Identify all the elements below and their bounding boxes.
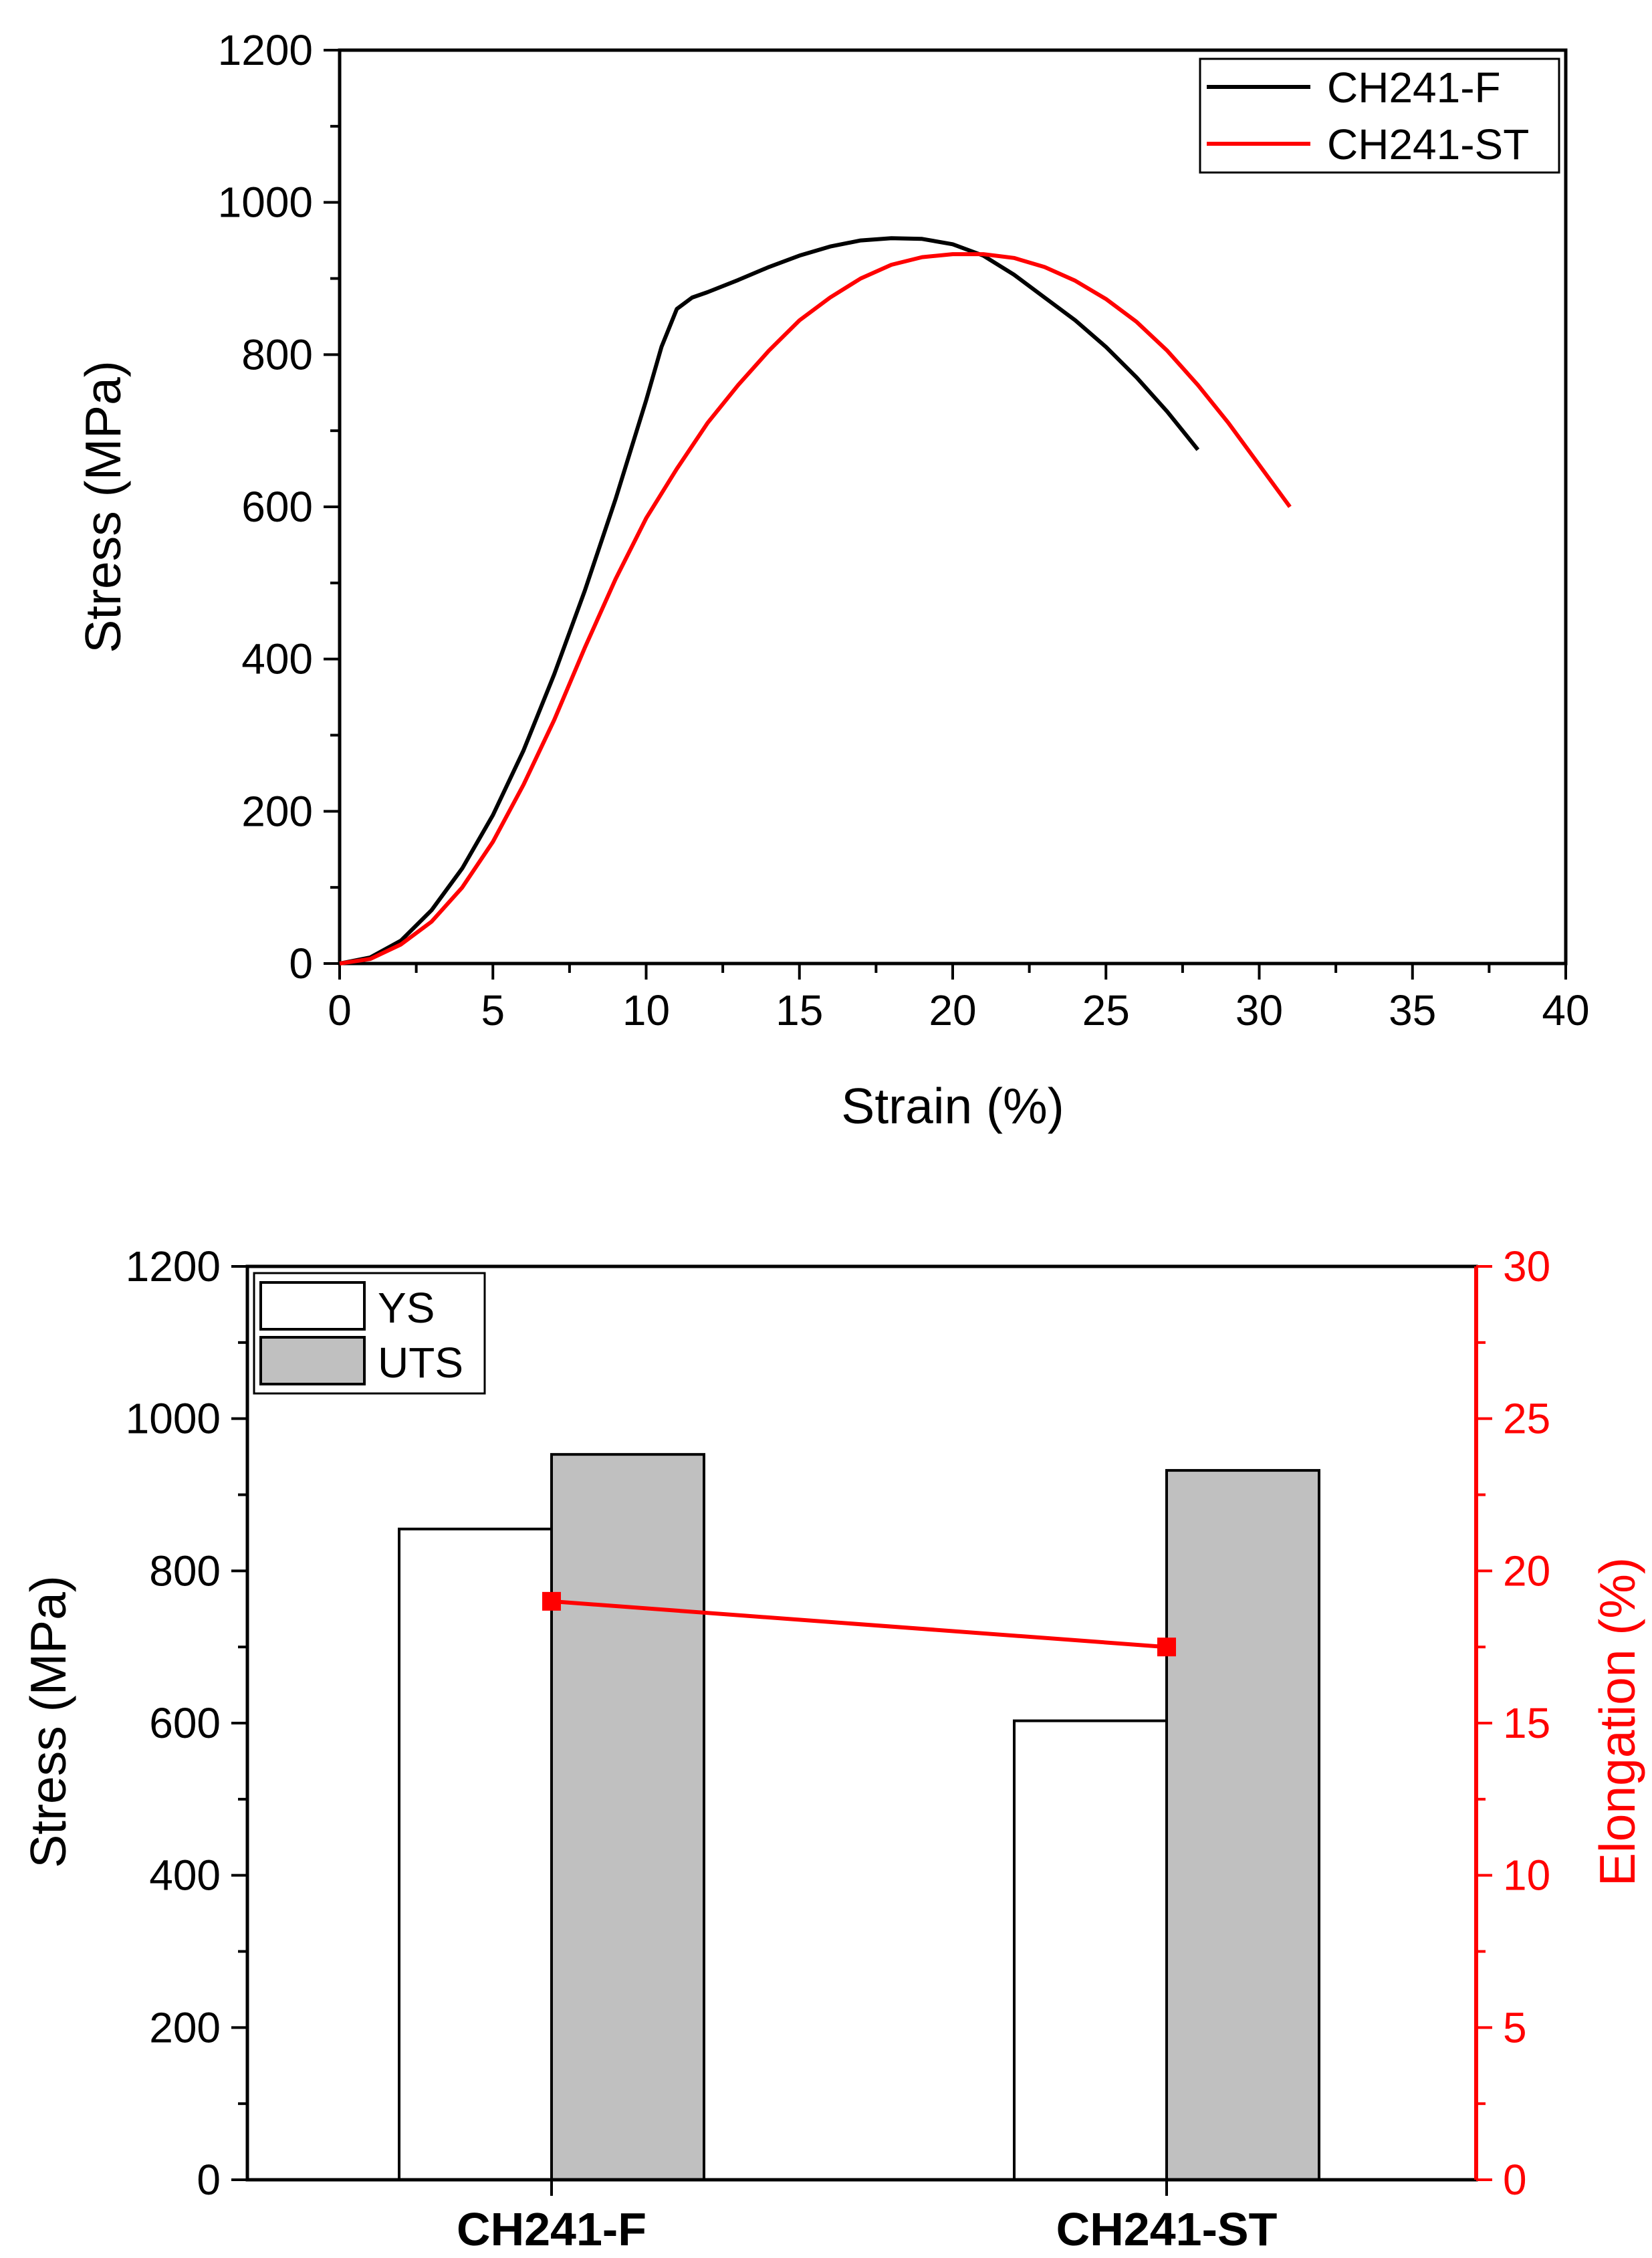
y2-axis-label: Elongation (%) [1589, 1557, 1645, 1886]
y-tick-label: 1200 [218, 26, 313, 74]
x-tick-label: 15 [776, 986, 823, 1034]
y-tick-label: 0 [197, 2156, 221, 2204]
x-tick-label: 5 [481, 986, 505, 1034]
legend-label-st: CH241-ST [1327, 120, 1529, 168]
axis-ticks: 0 200 400 600 800 1000 1200 0 5 10 15 20 25 30 CH241-F… [126, 1242, 1551, 2255]
y2-tick-label: 30 [1503, 1242, 1550, 1290]
y2-tick-label: 0 [1503, 2156, 1527, 2204]
elongation-series [542, 1591, 1176, 1657]
y-tick-label: 800 [149, 1547, 221, 1595]
elongation-marker [1157, 1638, 1176, 1657]
plot-frame [338, 48, 1568, 966]
y-tick-label: 600 [241, 483, 313, 531]
y2-tick-label: 20 [1503, 1547, 1550, 1595]
y-tick-label: 400 [241, 635, 313, 683]
y-tick-label: 0 [289, 939, 313, 988]
x-tick-label: 10 [622, 986, 670, 1034]
strength-bar-chart: 0 200 400 600 800 1000 1200 0 5 10 15 20 25 30 CH241-F… [20, 1242, 1645, 2255]
category-label: CH241-F [457, 2203, 646, 2255]
x-tick-label: 35 [1389, 986, 1436, 1034]
y-tick-label: 200 [149, 2003, 221, 2051]
y2-tick-label: 10 [1503, 1851, 1550, 1900]
x-tick-label: 0 [328, 986, 352, 1034]
x-axis-label: Strain (%) [841, 1078, 1064, 1134]
series-line-ch241-st [339, 252, 1292, 966]
bars [398, 1453, 1320, 2182]
y2-tick-label: 15 [1503, 1699, 1550, 1747]
elongation-marker [542, 1591, 561, 1611]
y-tick-label: 1000 [218, 179, 313, 227]
bar-uts-ch241-f [550, 1453, 705, 2181]
elongation-line [551, 1599, 1167, 1650]
x-tick-label: 40 [1542, 986, 1589, 1034]
y-tick-label: 1200 [126, 1242, 221, 1290]
y-tick-label: 600 [149, 1699, 221, 1747]
x-tick-label: 25 [1082, 986, 1130, 1034]
legend-box [1199, 58, 1560, 174]
legend-label-f: CH241-F [1327, 64, 1501, 112]
legend-swatch-ys [259, 1281, 366, 1331]
y2-tick-label: 25 [1503, 1395, 1550, 1443]
y-axis-label: Stress (MPa) [75, 360, 131, 653]
legend: CH241-F CH241-ST [1199, 58, 1560, 174]
legend: YS UTS [253, 1272, 486, 1395]
y-tick-label: 400 [149, 1851, 221, 1900]
legend-label-uts: UTS [378, 1339, 463, 1387]
legend-swatch-uts [259, 1336, 366, 1385]
y-tick-label: 200 [241, 787, 313, 835]
y-axis-label: Stress (MPa) [20, 1575, 76, 1868]
legend-label-ys: YS [378, 1284, 435, 1332]
y2-tick-label: 5 [1503, 2003, 1527, 2051]
x-tick-label: 30 [1235, 986, 1283, 1034]
bar-ys-ch241-st [1013, 1719, 1168, 2181]
bar-uts-ch241-st [1165, 1469, 1320, 2181]
category-label: CH241-ST [1056, 2203, 1278, 2255]
series-line-ch241-f [339, 236, 1200, 966]
y-tick-label: 1000 [126, 1395, 221, 1443]
x-tick-label: 20 [929, 986, 976, 1034]
series-lines [339, 236, 1292, 966]
y-tick-label: 800 [241, 330, 313, 378]
bar-ys-ch241-f [398, 1527, 553, 2182]
